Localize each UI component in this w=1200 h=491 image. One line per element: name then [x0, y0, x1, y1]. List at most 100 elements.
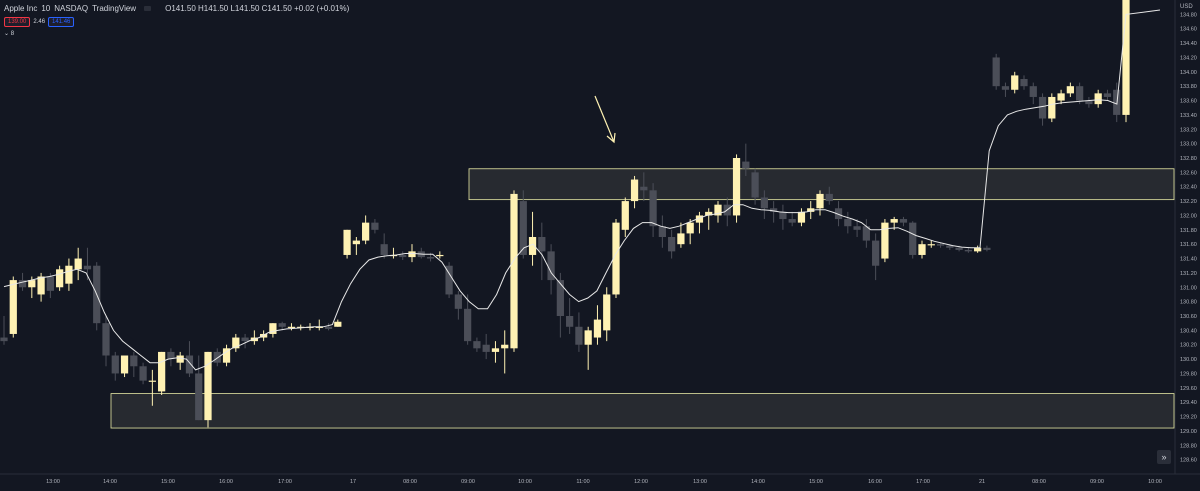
price-tick-label: 131.00: [1180, 285, 1197, 291]
supply-demand-zone[interactable]: [110, 393, 1175, 429]
candle-body: [56, 269, 64, 288]
candle-body: [28, 280, 36, 288]
candle-body: [862, 226, 870, 241]
symbol-name[interactable]: Apple Inc: [4, 4, 38, 13]
candle-body: [464, 308, 472, 342]
candle: [195, 355, 203, 421]
price-axis[interactable]: 134.80 134.60 134.40 134.20 134.00 133.80 133.…: [1180, 12, 1197, 463]
ask-price[interactable]: 141.46: [48, 17, 75, 27]
candle: [93, 262, 101, 331]
scroll-to-realtime-button[interactable]: »: [1157, 450, 1171, 464]
candle-body: [176, 355, 184, 363]
double-chevron-right-icon: »: [1161, 452, 1167, 462]
candle-body: [37, 276, 45, 295]
candle-body: [1029, 86, 1037, 97]
candle-body: [148, 380, 156, 382]
candle: [834, 201, 843, 227]
candle-body: [955, 247, 963, 250]
candle-body: [575, 326, 583, 345]
candle-body: [946, 245, 954, 248]
visibility-toggle-icon[interactable]: [144, 6, 152, 11]
candle-body: [899, 219, 908, 223]
exchange-label: NASDAQ: [54, 4, 89, 13]
candle-body: [408, 251, 416, 258]
candle: [334, 319, 342, 327]
price-tick-label: 132.80: [1180, 156, 1197, 162]
candle: [473, 337, 481, 352]
candle-body: [788, 219, 796, 223]
candle-body: [751, 172, 759, 198]
candle: [464, 294, 472, 345]
candle: [547, 244, 555, 295]
candle: [176, 351, 184, 370]
candle-body: [213, 351, 221, 363]
candle: [686, 219, 694, 245]
candle-body: [872, 240, 880, 266]
candle: [65, 258, 73, 291]
price-tick-label: 131.40: [1180, 257, 1197, 263]
candle-body: [491, 348, 500, 352]
candle-body: [677, 233, 685, 245]
price-tick-label: 128.80: [1180, 443, 1197, 449]
candle-body: [111, 355, 119, 374]
candle-body: [983, 247, 991, 250]
candle: [621, 197, 629, 237]
candle: [593, 305, 602, 345]
time-tick-label: 08:00: [403, 479, 417, 485]
candle: [714, 201, 722, 223]
brand-label: TradingView: [92, 4, 137, 13]
candle: [454, 290, 462, 320]
candle: [362, 215, 370, 245]
time-tick-label: 17:00: [278, 479, 292, 485]
candle: [825, 186, 833, 205]
candle: [1066, 82, 1074, 97]
candle-body: [528, 237, 537, 255]
candle: [779, 204, 787, 230]
candle: [732, 154, 741, 223]
chevron-down-icon[interactable]: ⌄: [4, 31, 10, 37]
candle: [278, 321, 286, 331]
time-tick-label: 14:00: [751, 479, 765, 485]
candle-body: [287, 326, 296, 328]
currency-label[interactable]: USD: [1180, 4, 1193, 10]
candle: [1029, 82, 1037, 105]
price-tick-label: 130.00: [1180, 357, 1197, 363]
bid-price[interactable]: 139.00: [4, 17, 31, 27]
candle-body: [640, 186, 648, 191]
candle: [213, 348, 221, 367]
candle: [1076, 82, 1084, 105]
candle: [770, 201, 778, 223]
candle-body: [1057, 93, 1065, 101]
price-tick-label: 129.00: [1180, 429, 1197, 435]
candle-body: [621, 201, 629, 230]
candle-body: [612, 222, 620, 295]
symbol-legend: Apple Inc 10 NASDAQ TradingView O141.50 …: [4, 4, 349, 13]
candle-body: [1020, 79, 1028, 87]
candle-body: [130, 355, 138, 367]
candle-body: [426, 257, 435, 259]
candle-body: [881, 222, 889, 259]
candle: [510, 190, 518, 352]
candle-body: [222, 348, 231, 363]
candle-body: [352, 240, 360, 245]
candle-body: [797, 211, 806, 223]
candle-body: [807, 208, 815, 212]
candle: [797, 208, 806, 227]
candle-body: [1094, 93, 1102, 105]
candle-body: [436, 254, 444, 257]
price-tick-label: 131.80: [1180, 228, 1197, 234]
candle: [343, 229, 351, 259]
candle: [111, 351, 119, 381]
indicator-legend[interactable]: ⌄ 8: [4, 30, 14, 37]
time-tick-label: 17: [350, 479, 356, 485]
candle: [399, 251, 407, 260]
price-tick-label: 130.60: [1180, 314, 1197, 320]
candle-body: [278, 323, 286, 327]
time-axis[interactable]: 13:00 14:00 15:00 16:00 17:00 17 08:00 09:00 10:…: [46, 479, 1162, 485]
price-tick-label: 129.20: [1180, 415, 1197, 421]
candle-body: [1011, 75, 1019, 90]
candle: [658, 215, 666, 248]
candle: [936, 242, 945, 248]
interval-label[interactable]: 10: [41, 4, 51, 13]
